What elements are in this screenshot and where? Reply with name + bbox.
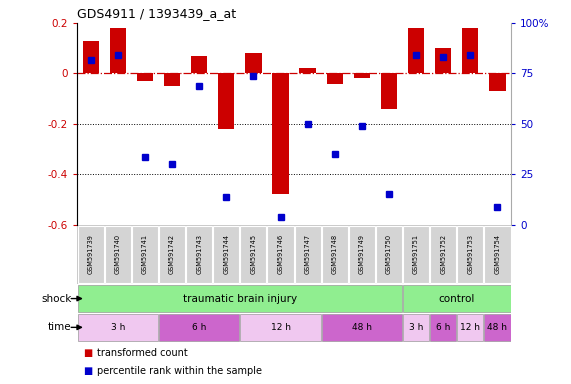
Bar: [381, 73, 397, 109]
Text: control: control: [439, 293, 475, 304]
Text: 6 h: 6 h: [192, 323, 206, 332]
Bar: [132, 226, 158, 283]
Bar: [159, 226, 185, 283]
Bar: [104, 226, 131, 283]
Text: transformed count: transformed count: [97, 348, 188, 358]
Text: 6 h: 6 h: [436, 323, 451, 332]
Text: GSM591746: GSM591746: [278, 234, 284, 275]
Bar: [78, 226, 104, 283]
Bar: [403, 226, 429, 283]
Text: 48 h: 48 h: [352, 323, 372, 332]
Text: GSM591742: GSM591742: [169, 234, 175, 275]
Bar: [83, 41, 99, 73]
Text: GSM591743: GSM591743: [196, 234, 202, 275]
Text: GDS4911 / 1393439_a_at: GDS4911 / 1393439_a_at: [77, 7, 236, 20]
Bar: [300, 68, 316, 73]
Text: GSM591741: GSM591741: [142, 234, 148, 275]
Bar: [457, 226, 484, 283]
Bar: [218, 73, 234, 129]
Bar: [403, 285, 510, 312]
Bar: [213, 226, 239, 283]
Text: GSM591747: GSM591747: [304, 234, 311, 275]
Bar: [376, 226, 402, 283]
Bar: [240, 226, 267, 283]
Text: GSM591751: GSM591751: [413, 234, 419, 275]
Bar: [489, 73, 506, 91]
Text: GSM591749: GSM591749: [359, 234, 365, 275]
Text: time: time: [48, 322, 71, 333]
Bar: [354, 73, 370, 78]
Bar: [159, 314, 239, 341]
Bar: [267, 226, 293, 283]
Bar: [321, 226, 348, 283]
Bar: [191, 56, 207, 73]
Text: 48 h: 48 h: [488, 323, 508, 332]
Bar: [240, 314, 321, 341]
Text: GSM591752: GSM591752: [440, 234, 447, 275]
Bar: [435, 48, 452, 73]
Bar: [484, 314, 510, 341]
Text: GSM591754: GSM591754: [494, 234, 501, 275]
Bar: [321, 314, 402, 341]
Text: GSM591750: GSM591750: [386, 234, 392, 275]
Text: traumatic brain injury: traumatic brain injury: [183, 293, 297, 304]
Bar: [110, 28, 126, 73]
Bar: [164, 73, 180, 86]
Text: GSM591745: GSM591745: [250, 234, 256, 275]
Text: GSM591739: GSM591739: [87, 235, 94, 274]
Bar: [484, 226, 510, 283]
Text: ■: ■: [83, 366, 92, 376]
Bar: [137, 73, 153, 81]
Bar: [349, 226, 375, 283]
Bar: [78, 314, 158, 341]
Text: ■: ■: [83, 348, 92, 358]
Text: 12 h: 12 h: [271, 323, 291, 332]
Text: 12 h: 12 h: [460, 323, 480, 332]
Bar: [430, 226, 456, 283]
Bar: [78, 285, 402, 312]
Text: GSM591748: GSM591748: [332, 234, 338, 275]
Text: GSM591744: GSM591744: [223, 234, 230, 275]
Bar: [295, 226, 321, 283]
Bar: [272, 73, 289, 194]
Text: 3 h: 3 h: [409, 323, 423, 332]
Bar: [457, 314, 484, 341]
Bar: [403, 314, 429, 341]
Text: 3 h: 3 h: [111, 323, 125, 332]
Text: GSM591740: GSM591740: [115, 234, 121, 275]
Text: GSM591753: GSM591753: [467, 234, 473, 275]
Bar: [246, 53, 262, 73]
Bar: [408, 28, 424, 73]
Bar: [463, 28, 478, 73]
Bar: [327, 73, 343, 83]
Bar: [186, 226, 212, 283]
Text: shock: shock: [41, 293, 71, 304]
Bar: [430, 314, 456, 341]
Text: percentile rank within the sample: percentile rank within the sample: [97, 366, 262, 376]
